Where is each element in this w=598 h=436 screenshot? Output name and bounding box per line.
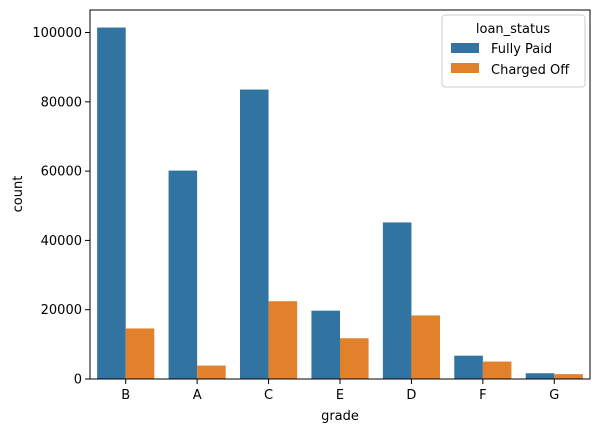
x-tick-label-b: B — [121, 388, 130, 403]
bar-charged-off-g — [554, 374, 583, 379]
bar-charged-off-a — [197, 365, 226, 379]
y-axis-label: count — [11, 176, 26, 213]
bar-fully-paid-g — [525, 373, 555, 379]
x-tick-label-f: F — [479, 388, 486, 403]
y-tick-label: 100000 — [32, 26, 82, 41]
bar-charged-off-e — [340, 338, 369, 379]
bar-charged-off-d — [411, 315, 440, 379]
bar-fully-paid-b — [97, 27, 126, 380]
bar-fully-paid-a — [168, 170, 198, 379]
y-tick-label: 60000 — [41, 165, 82, 180]
y-tick-label: 80000 — [41, 95, 82, 110]
bar-fully-paid-c — [240, 89, 269, 379]
bar-charged-off-f — [482, 361, 512, 379]
legend: loan_status Fully Paid Charged Off — [441, 14, 586, 88]
bar-fully-paid-f — [454, 355, 483, 379]
bar-fully-paid-e — [311, 310, 340, 379]
x-tick-label-d: D — [406, 388, 416, 403]
x-axis-label: grade — [321, 409, 359, 424]
legend-label-fully-paid: Fully Paid — [491, 42, 552, 57]
x-tick-label-c: C — [264, 388, 273, 403]
bar-charged-off-b — [125, 328, 155, 379]
x-tick-label-g: G — [549, 388, 559, 403]
bar-charged-off-c — [268, 301, 298, 379]
bars-layer — [97, 27, 583, 380]
y-tick-label: 20000 — [41, 303, 82, 318]
legend-title: loan_status — [476, 22, 550, 37]
legend-swatch-fully-paid — [451, 43, 479, 53]
y-tick-label: 40000 — [41, 234, 82, 249]
x-tick-label-a: A — [193, 388, 202, 403]
legend-swatch-charged-off — [451, 63, 479, 73]
y-axis-ticks: 0 20000 40000 60000 80000 100000 — [32, 26, 90, 388]
x-tick-label-e: E — [336, 388, 344, 403]
y-tick-label: 0 — [74, 373, 82, 388]
legend-label-charged-off: Charged Off — [491, 63, 570, 78]
bar-fully-paid-d — [382, 222, 412, 379]
